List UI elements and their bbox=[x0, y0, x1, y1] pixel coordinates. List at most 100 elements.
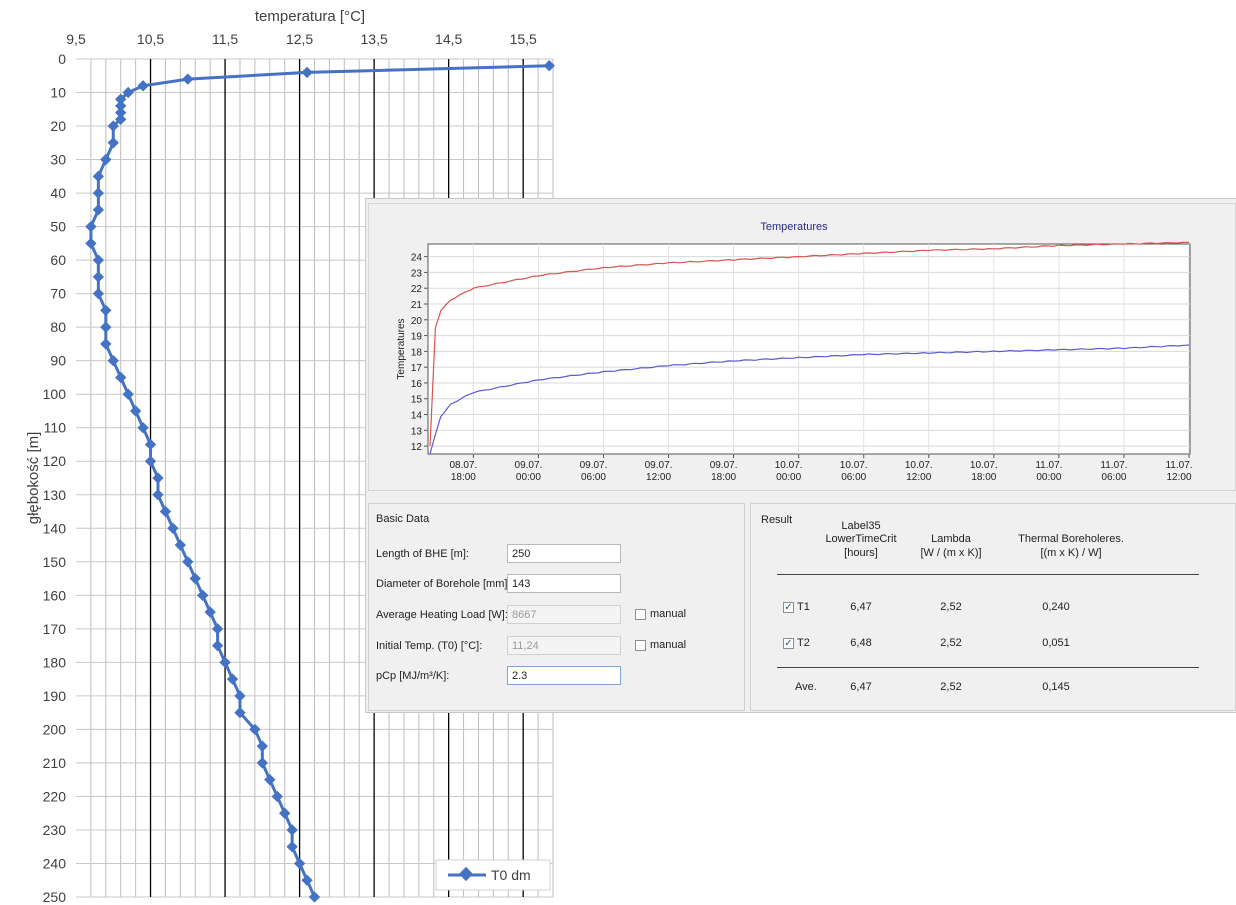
borehole-analysis-window: Temperatures Temperatures 12 13 14 15 16 17 18… bbox=[365, 198, 1236, 713]
temps-x-tick-time: 00:00 bbox=[776, 472, 801, 483]
average-label: Ave. bbox=[795, 681, 817, 693]
data-point bbox=[293, 857, 306, 870]
y-tick-label: 100 bbox=[43, 386, 67, 402]
diameter-input[interactable] bbox=[507, 574, 621, 593]
data-point bbox=[256, 740, 268, 752]
temps-x-tick-date: 09.07. bbox=[515, 460, 543, 471]
average-time: 6,47 bbox=[850, 681, 872, 693]
t1-checkbox[interactable]: ✓ bbox=[783, 602, 794, 613]
data-point bbox=[159, 505, 172, 518]
data-point bbox=[279, 807, 291, 819]
temps-x-tick-date: 11.07. bbox=[1035, 460, 1062, 471]
data-point bbox=[152, 489, 164, 501]
y-tick-label: 80 bbox=[50, 319, 66, 335]
y-tick-label: 140 bbox=[43, 520, 67, 536]
initial-temp-label: Initial Temp. (T0) [°C]: bbox=[376, 640, 483, 652]
load-label: Average Heating Load [W]: bbox=[376, 609, 508, 621]
data-point bbox=[189, 572, 201, 585]
left-chart-y-title: głębokość [m] bbox=[25, 432, 42, 525]
data-point bbox=[92, 287, 105, 300]
temps-x-tick-date: 11.07. bbox=[1100, 460, 1127, 471]
diameter-label: Diameter of Borehole [mm]: bbox=[376, 578, 511, 590]
y-tick-label: 110 bbox=[44, 420, 67, 436]
data-point bbox=[122, 388, 134, 400]
temps-x-tick-date: 09.07. bbox=[580, 460, 608, 471]
temps-x-tick-date: 09.07. bbox=[645, 460, 673, 471]
temps-y-tick-label: 13 bbox=[411, 426, 423, 437]
temps-x-tick-time: 18:00 bbox=[711, 472, 736, 483]
temps-x-tick-time: 06:00 bbox=[581, 472, 606, 483]
data-point bbox=[234, 706, 246, 719]
data-point bbox=[85, 237, 97, 250]
length-input[interactable] bbox=[507, 544, 621, 563]
left-chart-x-ticks: 9,5 10,5 11,5 12,5 13,5 14,5 15,5 bbox=[66, 31, 537, 47]
data-point bbox=[301, 66, 313, 79]
t1-lambda: 2,52 bbox=[940, 601, 962, 613]
t2-checkbox[interactable]: ✓ bbox=[783, 638, 794, 649]
temps-x-tick-date: 10.07. bbox=[970, 460, 998, 471]
data-point bbox=[249, 723, 261, 736]
col-res-header-2: [(m x K) / W] bbox=[1040, 547, 1102, 559]
data-point bbox=[92, 187, 105, 199]
x-tick-label: 9,5 bbox=[66, 31, 86, 47]
y-tick-label: 180 bbox=[43, 654, 67, 670]
col-lambda-header-1: Lambda bbox=[931, 533, 971, 545]
temps-x-tick-time: 18:00 bbox=[451, 472, 476, 483]
col-time-header-1: Label35 bbox=[841, 520, 881, 532]
temp-manual-label: manual bbox=[650, 639, 687, 651]
data-point bbox=[308, 891, 321, 903]
temps-x-tick-date: 11.07. bbox=[1165, 460, 1192, 471]
temps-y-tick-label: 14 bbox=[411, 411, 423, 422]
col-time-header-3: [hours] bbox=[844, 547, 878, 559]
basic-data-title: Basic Data bbox=[376, 513, 430, 525]
temps-x-tick-time: 12:00 bbox=[906, 472, 931, 483]
load-input[interactable] bbox=[507, 605, 621, 624]
y-tick-label: 40 bbox=[50, 185, 66, 201]
data-point bbox=[92, 271, 105, 283]
temperatures-chart-panel: Temperatures Temperatures 12 13 14 15 16 17 18… bbox=[368, 203, 1236, 491]
average-resistance: 0,145 bbox=[1042, 681, 1070, 693]
temps-y-tick-label: 21 bbox=[411, 300, 423, 311]
temps-y-tick-label: 15 bbox=[411, 395, 423, 406]
data-point bbox=[85, 220, 97, 233]
temps-y-tick-label: 18 bbox=[411, 347, 423, 358]
data-point bbox=[256, 757, 268, 769]
initial-temp-input[interactable] bbox=[507, 636, 621, 655]
data-point bbox=[286, 841, 298, 853]
y-tick-label: 130 bbox=[43, 487, 67, 503]
y-tick-label: 70 bbox=[50, 286, 66, 302]
col-res-header-1: Thermal Boreholeres. bbox=[1018, 533, 1124, 545]
x-tick-label: 10,5 bbox=[137, 31, 164, 47]
data-point bbox=[182, 556, 194, 568]
temps-x-tick-date: 10.07. bbox=[905, 460, 933, 471]
result-header-divider bbox=[777, 574, 1199, 575]
temperatures-chart: Temperatures Temperatures 12 13 14 15 16 17 18… bbox=[396, 221, 1193, 483]
y-tick-label: 170 bbox=[43, 621, 67, 637]
t2-label: T2 bbox=[797, 637, 810, 649]
y-tick-label: 240 bbox=[43, 855, 67, 871]
temp-manual-checkbox[interactable] bbox=[635, 640, 646, 651]
temps-y-tick-label: 23 bbox=[411, 268, 423, 279]
data-point bbox=[152, 472, 164, 484]
basic-data-panel: Basic Data Length of BHE [m]: Diameter o… bbox=[368, 503, 745, 711]
temps-y-tick-label: 24 bbox=[411, 253, 423, 264]
y-tick-label: 200 bbox=[43, 721, 67, 737]
load-manual-checkbox[interactable] bbox=[635, 609, 646, 620]
col-lambda-header-2: [W / (m x K)] bbox=[920, 547, 982, 559]
t2-resistance: 0,051 bbox=[1042, 637, 1070, 649]
pcp-input[interactable] bbox=[507, 666, 621, 685]
y-tick-label: 150 bbox=[43, 554, 67, 570]
y-tick-label: 220 bbox=[43, 788, 67, 804]
data-point bbox=[167, 522, 179, 534]
length-label: Length of BHE [m]: bbox=[376, 548, 469, 560]
temps-y-tick-label: 12 bbox=[411, 442, 423, 453]
data-point bbox=[204, 606, 216, 618]
temps-x-tick-date: 09.07. bbox=[710, 460, 738, 471]
temps-x-tick-time: 06:00 bbox=[1101, 472, 1126, 483]
data-point bbox=[100, 338, 112, 350]
temps-series-T1 bbox=[429, 241, 1190, 447]
temps-x-tick-date: 08.07. bbox=[449, 460, 477, 471]
data-point bbox=[100, 153, 112, 166]
temps-y-tick-label: 16 bbox=[411, 379, 423, 390]
left-chart-x-title: temperatura [°C] bbox=[255, 8, 365, 25]
